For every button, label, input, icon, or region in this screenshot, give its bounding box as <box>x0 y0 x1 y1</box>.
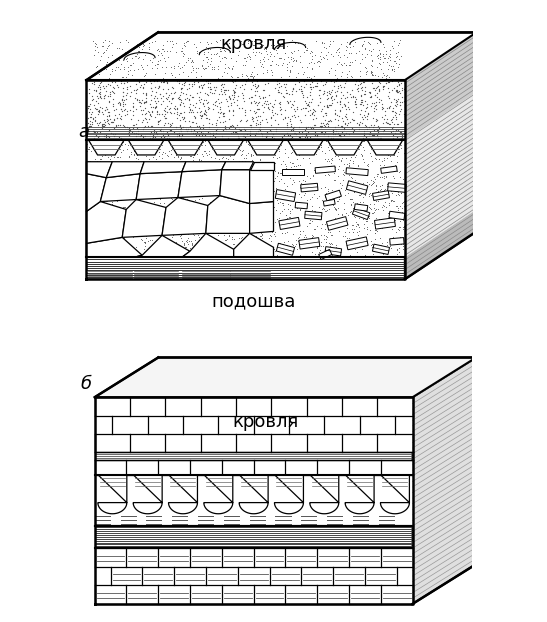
Polygon shape <box>325 190 341 201</box>
Polygon shape <box>249 202 274 233</box>
Polygon shape <box>95 358 476 397</box>
Polygon shape <box>106 162 144 178</box>
Polygon shape <box>275 190 295 202</box>
Polygon shape <box>310 475 339 514</box>
Polygon shape <box>178 170 222 198</box>
Polygon shape <box>381 475 409 514</box>
Polygon shape <box>381 166 397 174</box>
Polygon shape <box>122 200 166 238</box>
Polygon shape <box>345 475 374 514</box>
Polygon shape <box>168 475 197 514</box>
Polygon shape <box>89 140 124 155</box>
Polygon shape <box>275 475 304 514</box>
Polygon shape <box>162 198 208 235</box>
Polygon shape <box>140 162 186 174</box>
Polygon shape <box>100 174 140 202</box>
Polygon shape <box>389 211 405 220</box>
Polygon shape <box>128 140 164 155</box>
Polygon shape <box>287 140 323 155</box>
Polygon shape <box>405 210 476 279</box>
Polygon shape <box>299 238 320 249</box>
Polygon shape <box>315 166 335 174</box>
Polygon shape <box>282 169 304 175</box>
Polygon shape <box>249 170 274 203</box>
Polygon shape <box>208 140 243 155</box>
Polygon shape <box>136 172 182 200</box>
Polygon shape <box>95 460 412 475</box>
Polygon shape <box>373 244 389 254</box>
Polygon shape <box>325 247 341 256</box>
Polygon shape <box>86 202 126 243</box>
Polygon shape <box>346 168 368 175</box>
Polygon shape <box>388 183 406 192</box>
Polygon shape <box>389 238 404 245</box>
Polygon shape <box>405 32 476 279</box>
Polygon shape <box>204 475 233 514</box>
Polygon shape <box>86 140 405 258</box>
Polygon shape <box>319 249 332 259</box>
Polygon shape <box>95 397 412 604</box>
Polygon shape <box>412 358 476 604</box>
Polygon shape <box>86 238 142 258</box>
Polygon shape <box>354 204 368 211</box>
Text: кровля: кровля <box>220 35 287 53</box>
Polygon shape <box>249 162 274 170</box>
Polygon shape <box>346 237 368 250</box>
Polygon shape <box>327 140 363 155</box>
Polygon shape <box>327 216 348 230</box>
Polygon shape <box>239 475 268 514</box>
Polygon shape <box>86 162 112 178</box>
Polygon shape <box>405 32 476 140</box>
Polygon shape <box>352 207 370 220</box>
Polygon shape <box>86 80 405 140</box>
Text: а: а <box>78 123 90 141</box>
Text: подошва: подошва <box>211 292 296 310</box>
Polygon shape <box>168 140 204 155</box>
Polygon shape <box>206 195 249 233</box>
Polygon shape <box>86 174 106 211</box>
Polygon shape <box>86 32 476 80</box>
Polygon shape <box>248 140 283 155</box>
Polygon shape <box>305 211 322 220</box>
Polygon shape <box>182 233 234 258</box>
Polygon shape <box>95 548 412 604</box>
Polygon shape <box>323 200 335 206</box>
Polygon shape <box>222 162 254 170</box>
Polygon shape <box>95 397 412 452</box>
Polygon shape <box>220 170 249 203</box>
Polygon shape <box>134 235 190 258</box>
Polygon shape <box>133 475 162 514</box>
Polygon shape <box>86 80 405 279</box>
Polygon shape <box>373 191 389 200</box>
Polygon shape <box>234 233 274 258</box>
Polygon shape <box>295 202 307 209</box>
Polygon shape <box>367 140 403 155</box>
Polygon shape <box>182 162 226 172</box>
Polygon shape <box>346 181 368 195</box>
Text: кровля: кровля <box>232 413 299 431</box>
Polygon shape <box>375 218 395 229</box>
Polygon shape <box>98 475 127 514</box>
Polygon shape <box>95 475 412 526</box>
Polygon shape <box>405 92 476 258</box>
Text: б: б <box>81 375 92 393</box>
Polygon shape <box>276 243 294 255</box>
Polygon shape <box>301 183 318 192</box>
Polygon shape <box>279 217 300 230</box>
